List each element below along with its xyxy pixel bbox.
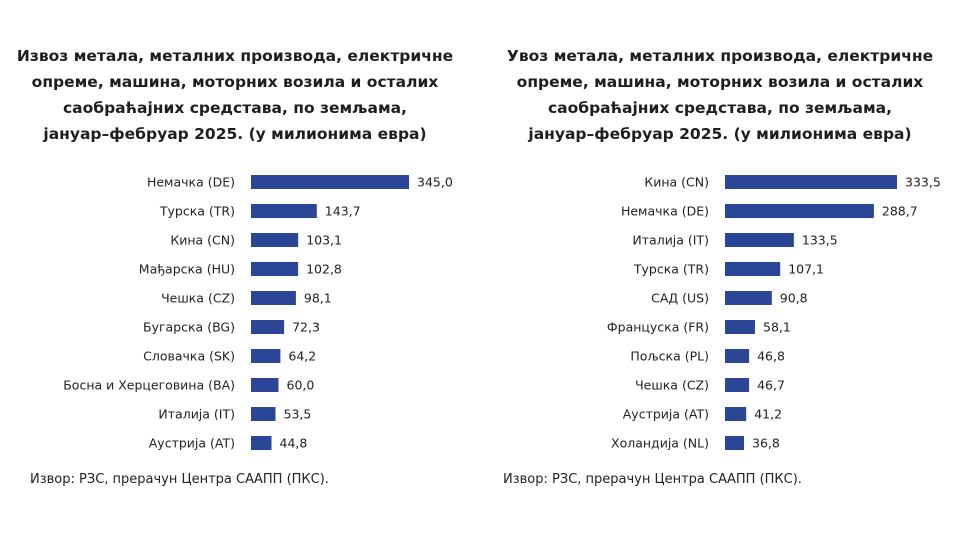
export-category-label: Мађарска (HU) (139, 262, 235, 277)
import-category-label: Чешка (CZ) (635, 378, 709, 393)
export-category-label: Турска (TR) (159, 204, 235, 219)
export-bar (251, 204, 317, 218)
export-bar-chart: Немачка (DE) 345,0 Турска (TR) 143,7 Кина (C… (63, 175, 453, 451)
export-value-label: 72,3 (292, 320, 320, 335)
import-category-label: Турска (TR) (633, 262, 709, 277)
export-value-label: 60,0 (287, 378, 315, 393)
import-bar (725, 378, 750, 392)
import-bar (725, 349, 750, 363)
export-category-label: Италија (IT) (158, 407, 235, 422)
import-bar (725, 291, 772, 305)
import-category-label: Аустрија (AT) (623, 407, 709, 422)
import-chart-panel: Увоз метала, металних производа, електри… (485, 0, 955, 546)
import-category-label: Француска (FR) (607, 320, 709, 335)
export-bar (251, 407, 276, 421)
export-value-label: 98,1 (304, 291, 332, 306)
export-bar (251, 291, 296, 305)
import-value-label: 58,1 (763, 320, 791, 335)
export-bar (251, 349, 281, 363)
export-category-label: Босна и Херцеговина (BA) (63, 378, 235, 393)
export-source-note: Извор: РЗС, прерачун Центра СААПП (ПКС). (30, 472, 329, 487)
export-chart-title: Извоз метала, металних производа, електр… (16, 47, 454, 143)
export-category-label: Немачка (DE) (147, 175, 235, 190)
import-value-label: 90,8 (780, 291, 808, 306)
import-bar (725, 262, 781, 276)
export-category-label: Аустрија (AT) (149, 436, 235, 451)
import-value-label: 288,7 (882, 204, 918, 219)
import-bar-chart: Кина (CN) 333,5 Немачка (DE) 288,7 Италија (… (607, 175, 941, 451)
import-category-label: Холандија (NL) (611, 436, 709, 451)
import-bar (725, 407, 747, 421)
export-chart-panel: Извоз метала, металних производа, електр… (0, 0, 470, 546)
export-bar (251, 320, 285, 334)
import-category-label: САД (US) (651, 291, 709, 306)
import-category-label: Кина (CN) (644, 175, 709, 190)
export-bar (251, 436, 272, 450)
import-value-label: 36,8 (752, 436, 780, 451)
import-chart-title: Увоз метала, металних производа, електри… (506, 47, 934, 143)
export-value-label: 102,8 (306, 262, 342, 277)
export-value-label: 143,7 (325, 204, 361, 219)
import-category-label: Немачка (DE) (621, 204, 709, 219)
import-bar (725, 204, 874, 218)
import-value-label: 46,8 (757, 349, 785, 364)
export-bar (251, 262, 299, 276)
import-value-label: 41,2 (754, 407, 782, 422)
export-category-label: Чешка (CZ) (161, 291, 235, 306)
export-value-label: 53,5 (284, 407, 312, 422)
import-category-label: Италија (IT) (632, 233, 709, 248)
import-value-label: 46,7 (757, 378, 785, 393)
import-value-label: 333,5 (905, 175, 941, 190)
export-category-label: Кина (CN) (170, 233, 235, 248)
export-value-label: 103,1 (306, 233, 342, 248)
import-value-label: 107,1 (788, 262, 824, 277)
import-bar (725, 175, 897, 189)
export-bar (251, 233, 299, 247)
import-category-label: Пољска (PL) (630, 349, 709, 364)
import-source-note: Извор: РЗС, прерачун Центра СААПП (ПКС). (503, 472, 802, 487)
export-value-label: 44,8 (280, 436, 308, 451)
export-value-label: 64,2 (288, 349, 316, 364)
import-bar (725, 233, 794, 247)
import-bar (725, 320, 755, 334)
export-bar (251, 378, 279, 392)
export-bar (251, 175, 409, 189)
export-category-label: Бугарска (BG) (143, 320, 235, 335)
import-value-label: 133,5 (802, 233, 838, 248)
export-value-label: 345,0 (417, 175, 453, 190)
export-category-label: Словачка (SK) (143, 349, 235, 364)
import-bar (725, 436, 744, 450)
